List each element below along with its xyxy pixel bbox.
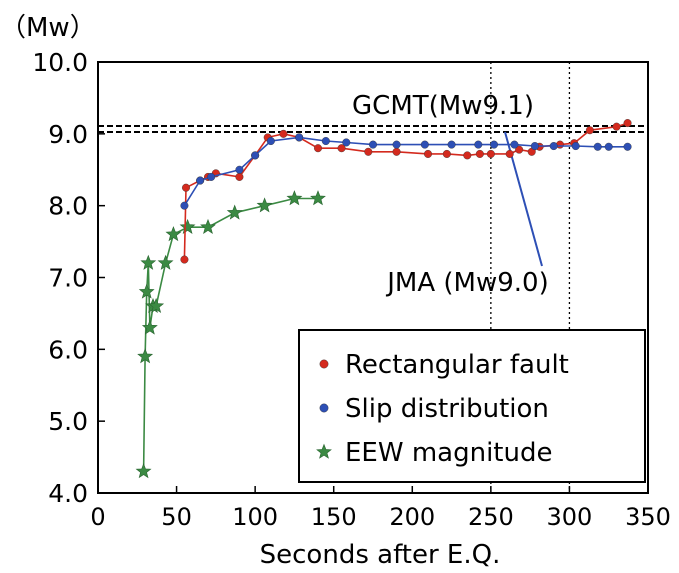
data-point xyxy=(337,144,346,153)
data-point xyxy=(279,129,288,138)
data-point xyxy=(310,190,326,206)
data-point xyxy=(593,142,602,151)
data-point xyxy=(179,218,196,234)
data-point xyxy=(138,283,155,299)
data-point xyxy=(135,463,152,479)
data-point xyxy=(604,142,613,151)
series-line xyxy=(183,136,628,207)
y-unit-label: （Mw） xyxy=(0,13,96,43)
data-point xyxy=(207,172,216,181)
reference-label-jma: JMA (Mw9.0) xyxy=(385,268,548,298)
data-point xyxy=(140,254,157,270)
legend-box xyxy=(298,329,646,483)
data-point xyxy=(530,142,539,151)
reference-lines: GCMT(Mw9.1) JMA (Mw9.0) xyxy=(98,91,648,298)
legend-label: Rectangular fault xyxy=(345,350,569,380)
y-tick-label: 6.0 xyxy=(48,335,88,364)
series-slip-distribution xyxy=(180,133,632,210)
data-point xyxy=(424,149,433,158)
legend-label: EEW magnitude xyxy=(345,438,552,468)
data-point xyxy=(137,348,154,364)
data-point xyxy=(235,172,244,181)
data-point xyxy=(392,140,401,149)
x-tick-label: 350 xyxy=(625,503,671,531)
data-point xyxy=(585,126,594,135)
data-point xyxy=(342,138,351,147)
x-tick-label: 0 xyxy=(90,503,105,531)
data-point xyxy=(148,297,165,313)
data-point xyxy=(266,137,275,146)
data-point xyxy=(623,119,632,128)
data-point xyxy=(157,254,174,270)
x-axis-title: Seconds after E.Q. xyxy=(260,540,501,570)
data-point xyxy=(549,142,558,151)
reference-label-gcmt: GCMT(Mw9.1) xyxy=(352,91,534,121)
data-point xyxy=(180,201,189,210)
data-point xyxy=(474,140,483,149)
legend-marker xyxy=(316,443,332,459)
x-tick-label: 150 xyxy=(311,503,357,531)
data-point xyxy=(612,122,621,131)
legend: Rectangular fault Slip distribution EEW ma… xyxy=(298,329,646,483)
data-point xyxy=(623,142,632,151)
y-tick-label: 5.0 xyxy=(48,407,88,436)
data-point xyxy=(571,142,580,151)
data-point xyxy=(251,151,260,160)
y-tick-label: 7.0 xyxy=(48,264,88,293)
tick-layer: 0 50 100 150 200 250 300 350 4.0 5.0 6.0 7.0 8.0 9.0 1… xyxy=(32,48,671,531)
data-point xyxy=(364,147,373,156)
series-rectangular-fault xyxy=(180,119,632,264)
legend-label: Slip distribution xyxy=(345,394,549,424)
label-layer: （Mw） Seconds after E.Q. xyxy=(0,13,500,570)
data-point xyxy=(314,144,323,153)
x-tick-label: 200 xyxy=(389,503,435,531)
data-point xyxy=(505,149,514,158)
data-point xyxy=(295,133,304,142)
data-point xyxy=(256,197,273,213)
data-point xyxy=(392,147,401,156)
data-point xyxy=(200,218,216,234)
y-tick-label: 8.0 xyxy=(48,192,88,221)
data-point xyxy=(196,176,205,185)
data-point xyxy=(226,204,243,220)
data-point xyxy=(286,190,303,206)
legend-marker xyxy=(319,359,329,369)
x-tick-label: 100 xyxy=(232,503,278,531)
data-point xyxy=(369,140,378,149)
data-point xyxy=(420,140,429,149)
data-point xyxy=(515,145,524,154)
data-point xyxy=(321,137,330,146)
grid-layer xyxy=(490,62,571,493)
data-point xyxy=(181,183,190,192)
data-point xyxy=(475,149,484,158)
x-tick-label: 250 xyxy=(468,503,514,531)
data-point xyxy=(510,140,519,149)
data-point xyxy=(442,149,451,158)
legend-marker xyxy=(319,403,329,413)
data-point xyxy=(141,319,158,335)
y-tick-label: 9.0 xyxy=(48,120,88,149)
x-tick-label: 50 xyxy=(161,503,192,531)
data-point xyxy=(463,151,472,160)
data-point xyxy=(180,255,189,264)
series-layer xyxy=(135,119,632,479)
data-point xyxy=(490,140,499,149)
data-point xyxy=(447,140,456,149)
series-eew-magnitude xyxy=(135,190,326,479)
y-tick-label: 4.0 xyxy=(48,479,88,508)
data-point xyxy=(235,165,244,174)
data-point xyxy=(486,149,495,158)
y-tick-label: 10.0 xyxy=(32,48,88,77)
x-tick-label: 300 xyxy=(547,503,593,531)
data-point xyxy=(165,226,182,242)
